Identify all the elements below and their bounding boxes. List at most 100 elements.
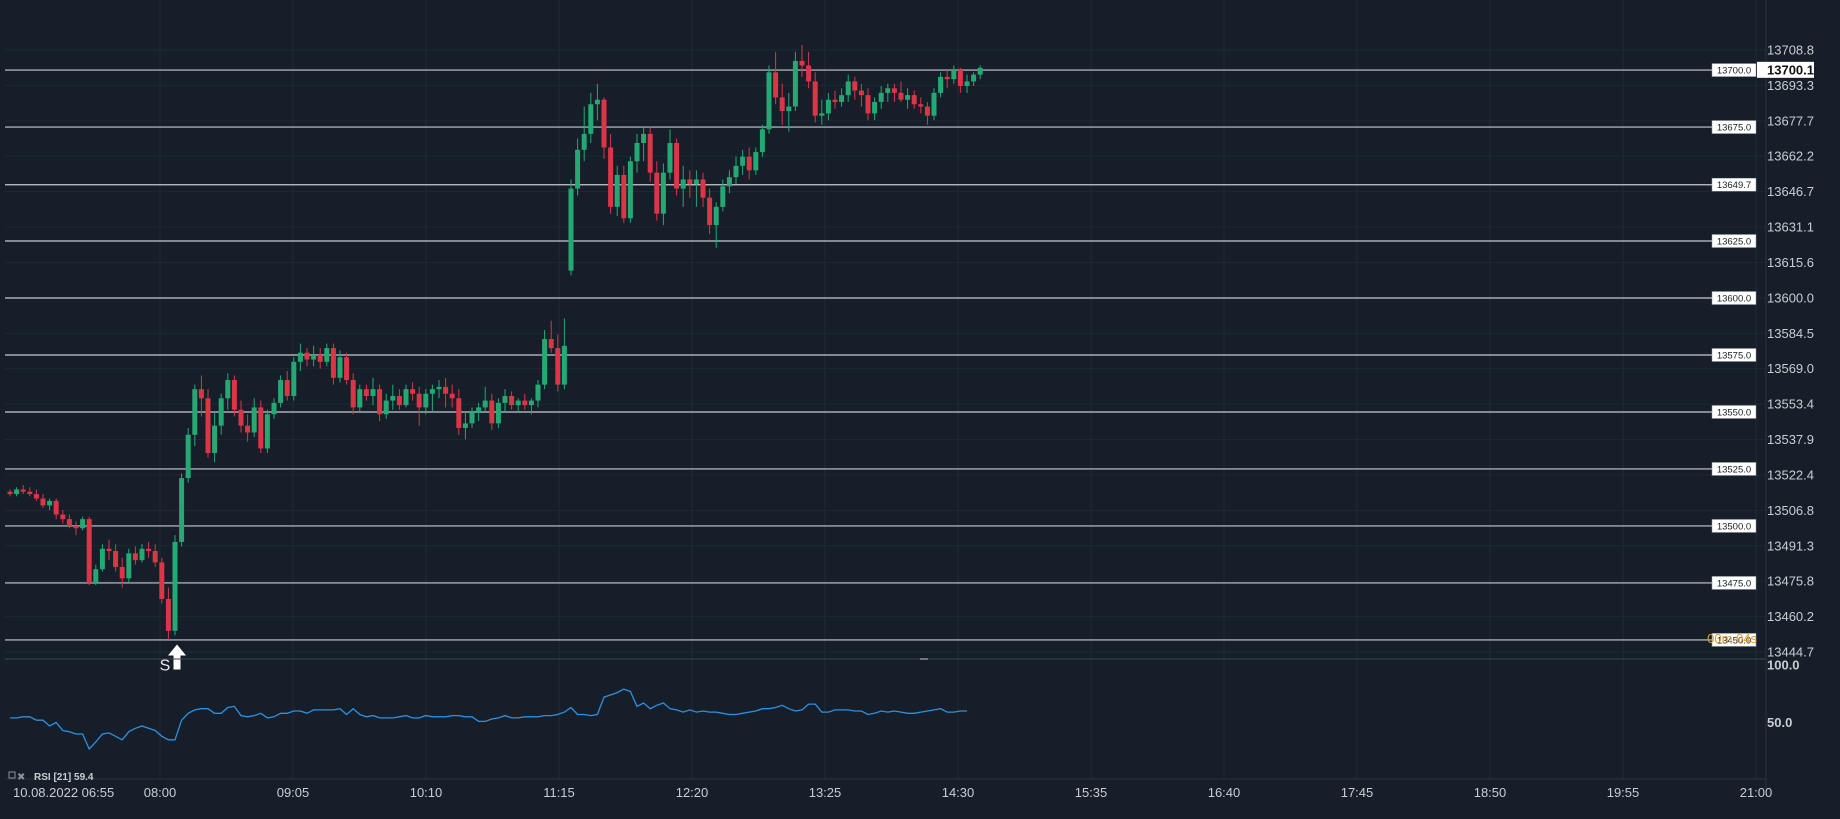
time-tick-label: 19:55	[1607, 785, 1640, 800]
candle-body	[654, 172, 660, 214]
candle-body	[423, 393, 429, 408]
level-lines[interactable]: 13700.0 13675.0 13649.7 13625.0 13600.0 13575…	[5, 63, 1757, 647]
rsi-label: RSI [21] 59.4	[34, 772, 94, 783]
candle	[542, 329, 548, 390]
candle-body	[740, 156, 746, 166]
level-line[interactable]: 13500.0	[5, 519, 1757, 533]
candle-body	[509, 396, 515, 406]
time-tick-label: 12:20	[676, 785, 709, 800]
candle	[759, 124, 765, 157]
level-line[interactable]: 13625.0	[5, 234, 1757, 248]
current-price-tag	[1757, 61, 1814, 78]
candle	[264, 409, 270, 454]
candle-body	[370, 389, 376, 397]
candle	[878, 86, 884, 109]
level-line[interactable]: 13600.0	[5, 291, 1757, 305]
level-price-tag[interactable]	[1711, 348, 1757, 362]
level-price-tag[interactable]	[1711, 519, 1757, 533]
level-line[interactable]: 13450.0	[5, 633, 1757, 647]
candle	[713, 202, 719, 248]
candle-body	[707, 197, 713, 226]
candle	[377, 384, 383, 422]
candle-body	[977, 67, 983, 75]
level-line[interactable]: 13475.0	[5, 576, 1757, 590]
candle-body	[746, 156, 752, 171]
candle	[641, 127, 647, 162]
candle-body	[660, 172, 666, 214]
level-line[interactable]: 13700.0	[5, 63, 1757, 77]
candle	[482, 386, 488, 412]
level-price-label: 13450.0	[1717, 635, 1751, 646]
candle	[911, 90, 917, 109]
level-price-tag[interactable]	[1711, 177, 1757, 192]
candle	[33, 489, 39, 501]
candle-body	[73, 525, 79, 529]
candle-body	[594, 99, 600, 105]
level-price-tag[interactable]	[1711, 462, 1757, 476]
level-price-tag[interactable]	[1711, 576, 1757, 590]
candle	[271, 398, 277, 419]
candle	[528, 398, 534, 415]
candle-body	[172, 541, 178, 631]
candle	[396, 389, 402, 410]
time-axis-start-label: 10.08.2022 06:55	[13, 785, 114, 800]
collapse-icon[interactable]	[8, 771, 16, 779]
candle-body	[786, 106, 792, 112]
candle	[693, 170, 699, 207]
candle	[7, 489, 13, 497]
candle	[891, 83, 897, 102]
price-tick-label: 13677.7	[1767, 113, 1814, 128]
level-price-tag[interactable]	[1711, 633, 1757, 647]
level-price-tag[interactable]	[1711, 120, 1757, 134]
rsi-line	[10, 688, 967, 751]
candle-body	[403, 389, 409, 406]
candle	[568, 179, 574, 276]
candle	[898, 81, 904, 102]
level-price-tag[interactable]	[1711, 405, 1757, 419]
candle-body	[344, 357, 350, 381]
close-icon[interactable]: ✖	[17, 772, 25, 783]
candle-body	[753, 152, 759, 171]
time-tick-label: 09:05	[277, 785, 310, 800]
candle	[575, 138, 581, 196]
candle-body	[674, 143, 680, 189]
level-price-tag[interactable]	[1711, 234, 1757, 248]
candle-body	[350, 380, 356, 408]
candle	[357, 384, 363, 412]
candle	[212, 411, 218, 463]
candle-body	[614, 174, 620, 207]
level-price-label: 13649.7	[1717, 180, 1751, 191]
candle-body	[476, 407, 482, 412]
candle	[746, 147, 752, 180]
price-tick-label: 13615.6	[1767, 255, 1814, 270]
candle	[647, 127, 653, 182]
candle	[344, 352, 350, 385]
candle	[674, 138, 680, 196]
level-price-tag[interactable]	[1711, 291, 1757, 305]
candle-body	[700, 179, 706, 198]
candle	[720, 179, 726, 212]
buy-arrow-icon	[168, 644, 186, 670]
time-axis[interactable]: 10.08.2022 06:55 08:00 09:05 10:10 11:15 12:2…	[5, 778, 1772, 800]
candle-body	[680, 179, 686, 189]
level-line[interactable]: 13550.0	[5, 405, 1757, 419]
candle	[449, 384, 455, 408]
price-tick-label: 13460.2	[1767, 609, 1814, 624]
level-line[interactable]: 13649.7	[5, 177, 1757, 192]
candle	[872, 97, 878, 121]
level-line[interactable]: 13575.0	[5, 348, 1757, 362]
level-price-tag[interactable]	[1711, 63, 1757, 77]
candle	[476, 402, 482, 422]
candle	[205, 389, 211, 458]
time-tick-label: 10:10	[410, 785, 443, 800]
level-line[interactable]: 13675.0	[5, 120, 1757, 134]
candle	[60, 509, 66, 524]
candle	[918, 97, 924, 114]
candle-body	[469, 411, 475, 424]
level-line[interactable]: 13525.0	[5, 462, 1757, 476]
candle-body	[872, 101, 878, 114]
candle-body	[27, 491, 33, 495]
candle-body	[733, 165, 739, 178]
price-axis[interactable]: 13708.8 13693.3 13677.7 13662.2 13646.7 13631…	[1765, 0, 1814, 790]
